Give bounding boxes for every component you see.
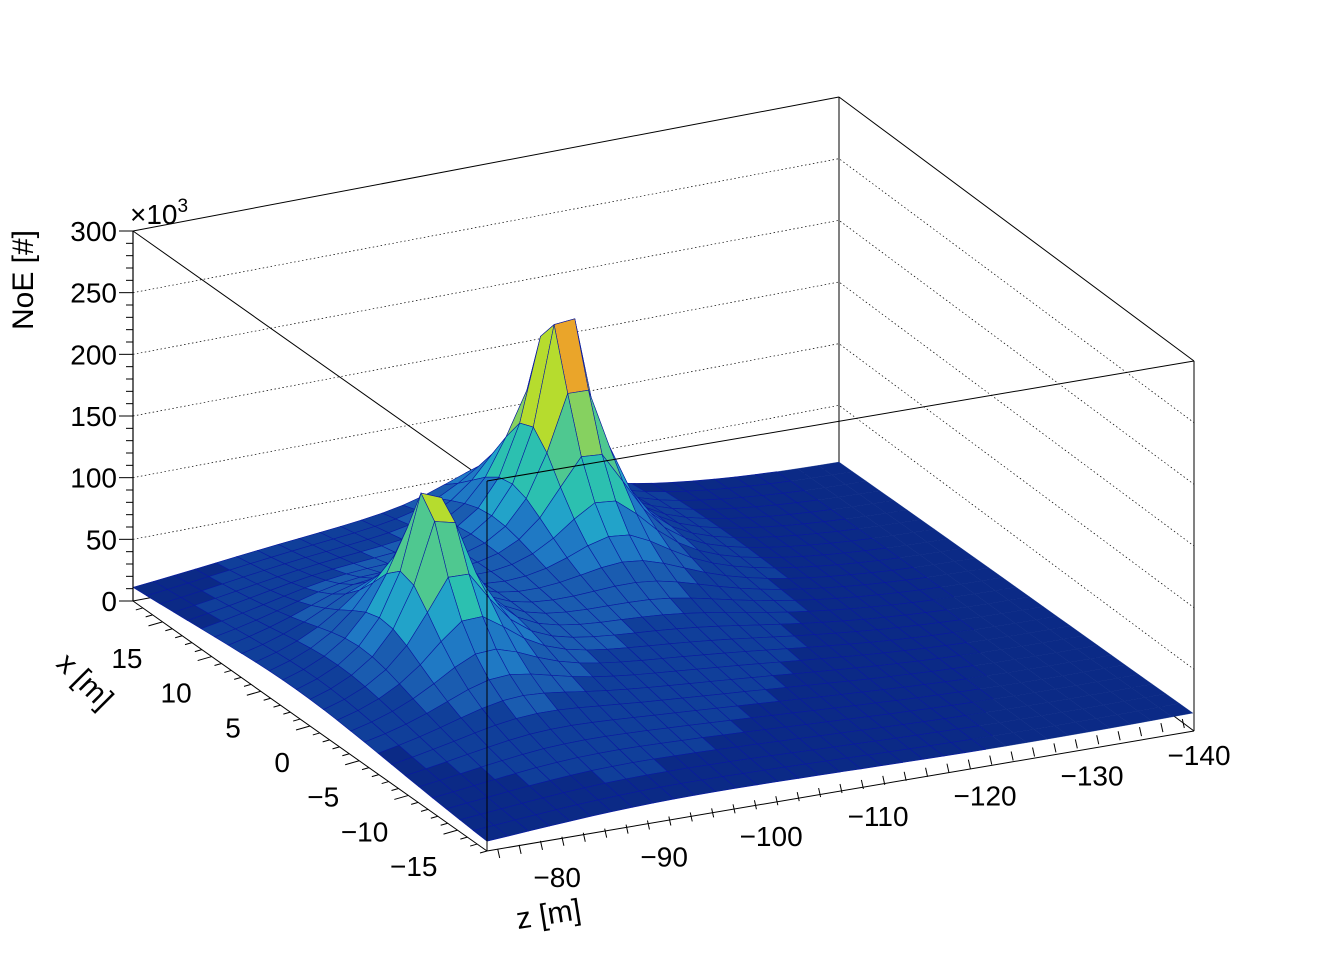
- x-axis: −80 −90 −100 −110 −120 −130 −140: [497, 718, 1231, 893]
- x-axis-label: x [m]: [50, 647, 119, 716]
- noe-axis-label: NoE [#]: [7, 230, 40, 330]
- noe-tick-label: 0: [101, 586, 117, 617]
- x-tick-label: −10: [341, 816, 389, 847]
- z-axis: 0 50 100 150 200 250 300: [70, 216, 134, 617]
- z-axis-label: z [m]: [514, 893, 583, 936]
- noe-tick-label: 200: [70, 339, 117, 370]
- z-tick-label: −140: [1167, 740, 1230, 771]
- surface-cell: [472, 824, 509, 842]
- x-tick-label: 10: [161, 678, 192, 709]
- grid-line: [132, 219, 1195, 485]
- z-tick-label: −120: [954, 781, 1017, 812]
- noe-tick-label: 50: [86, 524, 117, 555]
- z-tick-label: −130: [1060, 760, 1123, 791]
- x-tick-label: −15: [390, 851, 438, 882]
- x-tick-label: 5: [225, 712, 241, 743]
- x-tick-label: 15: [111, 643, 142, 674]
- noe-tick-label: 100: [70, 463, 117, 494]
- multiplier-base: ×10: [130, 199, 178, 230]
- noe-tick-label: 300: [70, 216, 117, 247]
- z-tick-label: −100: [740, 821, 803, 852]
- grid-line: [132, 158, 1195, 423]
- y-axis: 15 10 5 0 −5−10−15: [111, 607, 488, 882]
- z-tick-label: −80: [533, 862, 581, 893]
- x-tick-label: −5: [307, 782, 339, 813]
- z-tick-label: −90: [640, 842, 688, 873]
- surface-mesh: [132, 318, 1194, 842]
- z-tick-label: −110: [848, 801, 909, 832]
- x-tick-label: 0: [274, 747, 290, 778]
- multiplier-label: ×103: [130, 196, 188, 230]
- noe-tick-label: 150: [70, 401, 117, 432]
- noe-tick-label: 250: [70, 278, 117, 309]
- multiplier-exponent: 3: [178, 196, 189, 217]
